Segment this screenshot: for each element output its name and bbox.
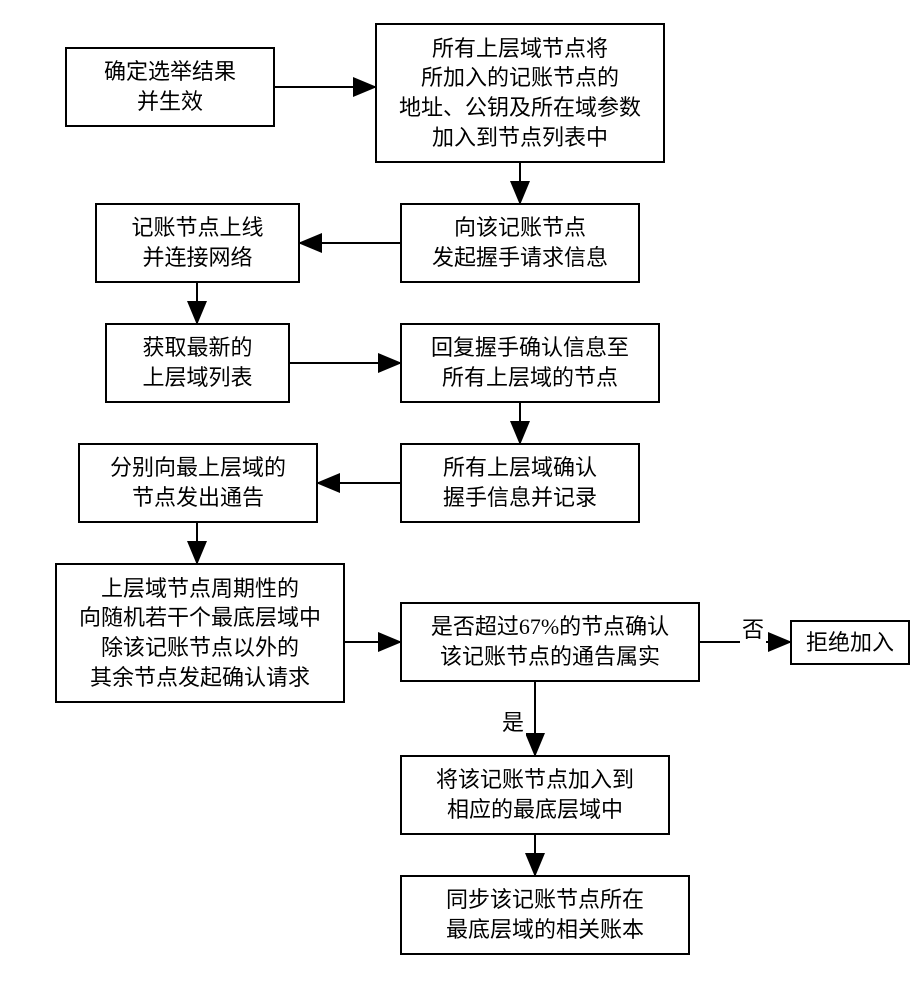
flowchart-node: 回复握手确认信息至所有上层域的节点 <box>400 323 660 403</box>
flowchart-node: 获取最新的上层域列表 <box>105 323 290 403</box>
edge-label: 是 <box>500 705 526 737</box>
edge-label: 否 <box>740 612 766 644</box>
flowchart-node: 拒绝加入 <box>790 620 910 665</box>
flowchart-node: 分别向最上层域的节点发出通告 <box>78 443 318 523</box>
flowchart-node: 所有上层域节点将所加入的记账节点的地址、公钥及所在域参数加入到节点列表中 <box>375 23 665 163</box>
flowchart-node: 是否超过67%的节点确认该记账节点的通告属实 <box>400 602 700 682</box>
flowchart-node: 将该记账节点加入到相应的最底层域中 <box>400 755 670 835</box>
flowchart-node: 所有上层域确认握手信息并记录 <box>400 443 640 523</box>
flowchart-node: 上层域节点周期性的向随机若干个最底层域中除该记账节点以外的其余节点发起确认请求 <box>55 563 345 703</box>
flowchart-node: 确定选举结果并生效 <box>65 47 275 127</box>
flowchart-node: 向该记账节点发起握手请求信息 <box>400 203 640 283</box>
flowchart-node: 记账节点上线并连接网络 <box>95 203 300 283</box>
flowchart-node: 同步该记账节点所在最底层域的相关账本 <box>400 875 690 955</box>
